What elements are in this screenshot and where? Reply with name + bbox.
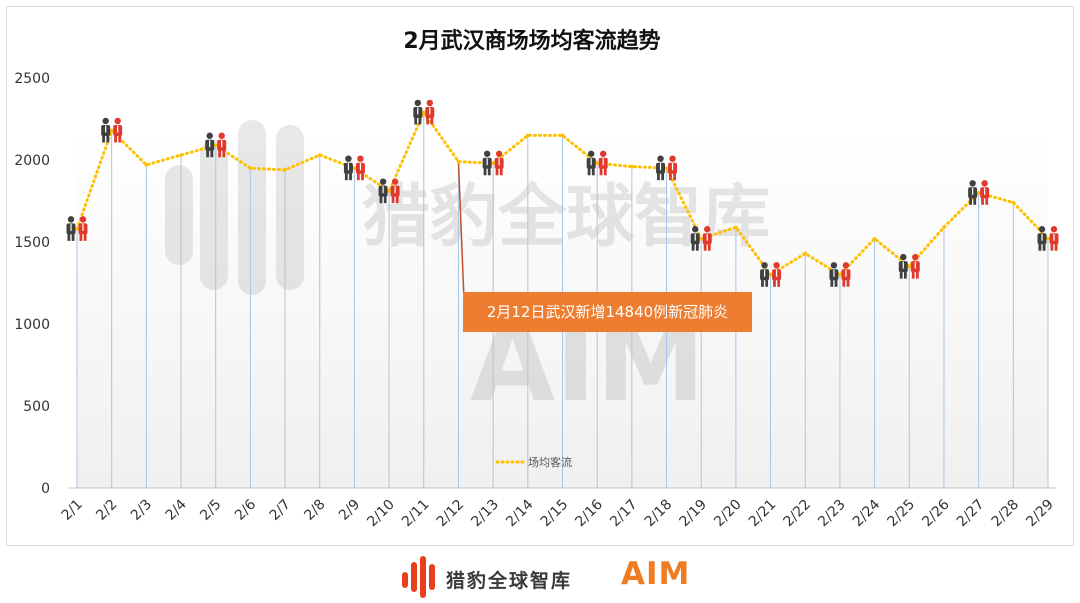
x-tick-label: 2/24 xyxy=(850,496,884,530)
data-point xyxy=(803,251,808,256)
y-tick-label: 500 xyxy=(23,399,50,415)
annotation-callout: 2月12日武汉新增14840例新冠肺炎 xyxy=(463,292,752,332)
x-tick-label: 2/1 xyxy=(59,497,86,524)
x-tick-label: 2/7 xyxy=(267,497,294,524)
people-marker-icon xyxy=(66,216,88,241)
x-tick-label: 2/14 xyxy=(503,496,537,530)
data-point xyxy=(352,166,357,170)
footer: 猎豹全球智库 AIM xyxy=(0,548,1080,603)
x-tick-label: 2/16 xyxy=(572,496,606,530)
people-marker-icon xyxy=(829,262,851,287)
y-tick-label: 1000 xyxy=(14,317,50,333)
data-point xyxy=(213,143,218,148)
x-tick-label: 2/20 xyxy=(711,497,745,531)
x-tick-label: 2/8 xyxy=(301,497,328,524)
data-point xyxy=(421,110,426,115)
watermark-bar-1 xyxy=(200,140,228,290)
chart-title: 2月武汉商场场均客流趋势 xyxy=(403,29,661,54)
data-point xyxy=(1011,200,1016,205)
data-point xyxy=(248,166,253,170)
people-marker-icon xyxy=(205,132,227,158)
data-point xyxy=(872,236,877,241)
people-marker-icon xyxy=(898,253,920,279)
x-tick-label: 2/2 xyxy=(93,497,120,524)
x-tick-label: 2/5 xyxy=(197,497,224,524)
people-marker-icon xyxy=(482,150,504,176)
brand-logo-icon xyxy=(402,556,435,598)
data-point xyxy=(838,273,842,277)
data-point xyxy=(734,225,738,230)
people-marker-icon xyxy=(378,178,400,204)
annotation-leader-line xyxy=(457,161,465,301)
data-point xyxy=(942,225,946,230)
footer-aim-logo: AIM xyxy=(621,556,691,592)
y-tick-label: 2000 xyxy=(14,153,50,169)
people-marker-icon xyxy=(586,150,608,176)
data-point xyxy=(283,168,287,172)
watermark-brand-text: 猎豹全球智库 xyxy=(362,178,770,257)
data-point xyxy=(560,133,565,138)
x-tick-label: 2/27 xyxy=(954,497,988,531)
data-point xyxy=(109,128,114,133)
watermark-bar-2 xyxy=(238,120,266,295)
y-tick-label: 0 xyxy=(41,481,50,497)
x-tick-label: 2/11 xyxy=(399,497,433,531)
x-tick-label: 2/18 xyxy=(642,497,676,531)
data-point xyxy=(595,161,599,166)
data-point xyxy=(907,264,912,269)
x-tick-label: 2/15 xyxy=(538,497,572,531)
x-tick-label: 2/26 xyxy=(919,496,953,530)
x-tick-label: 2/9 xyxy=(336,497,363,524)
x-tick-label: 2/4 xyxy=(163,496,190,523)
footer-brand-name: 猎豹全球智库 xyxy=(446,570,573,592)
data-point xyxy=(526,133,530,138)
x-tick-label: 2/29 xyxy=(1023,497,1057,531)
data-point xyxy=(491,161,495,166)
data-point xyxy=(630,164,634,169)
y-tick-label: 1500 xyxy=(14,235,50,251)
x-tick-label: 2/21 xyxy=(746,497,780,531)
data-point xyxy=(317,153,322,157)
people-marker-icon xyxy=(760,262,782,287)
x-tick-label: 2/13 xyxy=(468,497,502,531)
x-tick-label: 2/19 xyxy=(676,497,710,531)
people-marker-icon xyxy=(413,99,435,125)
x-tick-label: 2/22 xyxy=(781,497,815,531)
people-marker-icon xyxy=(101,117,123,143)
people-marker-icon xyxy=(656,155,678,181)
watermark-bar-3 xyxy=(276,125,304,290)
data-point xyxy=(699,236,704,241)
x-tick-label: 2/23 xyxy=(815,497,849,531)
data-point xyxy=(75,227,79,231)
data-point xyxy=(144,163,149,167)
people-marker-icon xyxy=(343,155,365,181)
watermark-bar-0 xyxy=(165,165,193,265)
people-marker-icon xyxy=(690,226,712,251)
x-tick-label: 2/17 xyxy=(607,497,641,531)
data-point xyxy=(456,159,461,164)
data-point xyxy=(387,189,391,193)
series-line xyxy=(75,109,1050,277)
y-tick-label: 2500 xyxy=(14,71,50,87)
x-tick-label: 2/10 xyxy=(364,497,398,531)
people-marker-icon xyxy=(968,180,990,205)
x-tick-label: 2/25 xyxy=(885,497,919,531)
x-tick-label: 2/28 xyxy=(989,497,1023,531)
data-point xyxy=(664,166,669,170)
data-point xyxy=(179,153,183,157)
data-point xyxy=(768,273,773,277)
x-tick-label: 2/6 xyxy=(232,496,259,523)
data-point xyxy=(976,191,981,195)
x-tick-label: 2/12 xyxy=(434,497,468,531)
legend-label: 场均客流 xyxy=(528,455,572,469)
data-point xyxy=(1046,236,1050,241)
people-marker-icon xyxy=(1037,226,1059,251)
x-tick-label: 2/3 xyxy=(128,497,155,524)
